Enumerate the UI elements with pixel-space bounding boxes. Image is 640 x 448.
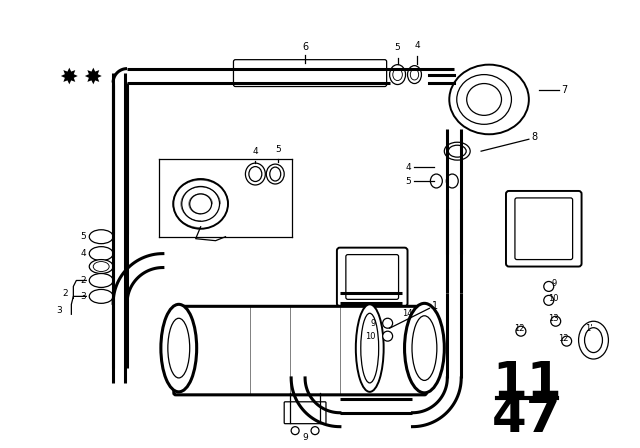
Circle shape xyxy=(544,281,554,291)
Ellipse shape xyxy=(412,316,437,380)
Ellipse shape xyxy=(584,327,602,353)
Text: 8: 8 xyxy=(532,132,538,142)
Ellipse shape xyxy=(89,247,113,261)
Circle shape xyxy=(516,326,526,336)
FancyBboxPatch shape xyxy=(284,402,326,424)
Text: 4: 4 xyxy=(406,163,412,172)
Text: ✸: ✸ xyxy=(83,68,102,87)
Ellipse shape xyxy=(173,179,228,229)
Ellipse shape xyxy=(408,66,422,83)
Text: 4: 4 xyxy=(81,249,86,258)
Circle shape xyxy=(562,336,572,346)
Text: ✸: ✸ xyxy=(59,68,77,87)
Text: 1': 1' xyxy=(585,324,592,333)
Circle shape xyxy=(551,316,561,326)
Circle shape xyxy=(383,318,392,328)
Ellipse shape xyxy=(182,186,220,221)
Text: 2: 2 xyxy=(63,289,68,298)
Circle shape xyxy=(544,295,554,306)
Ellipse shape xyxy=(266,164,284,184)
Ellipse shape xyxy=(189,194,212,214)
Text: 5: 5 xyxy=(406,177,412,185)
Ellipse shape xyxy=(579,321,609,359)
FancyBboxPatch shape xyxy=(174,306,426,395)
Ellipse shape xyxy=(249,167,262,181)
Text: 9: 9 xyxy=(551,279,556,288)
Text: 12: 12 xyxy=(559,334,569,343)
FancyBboxPatch shape xyxy=(234,60,387,86)
Ellipse shape xyxy=(89,273,113,288)
Text: 9: 9 xyxy=(302,433,308,442)
Ellipse shape xyxy=(449,65,529,134)
Text: 12: 12 xyxy=(514,324,524,333)
Text: 5: 5 xyxy=(395,43,401,52)
Ellipse shape xyxy=(89,259,113,273)
Ellipse shape xyxy=(444,142,470,160)
Ellipse shape xyxy=(89,230,113,244)
Text: 1: 1 xyxy=(433,302,438,311)
Text: 7: 7 xyxy=(562,85,568,95)
Ellipse shape xyxy=(168,318,189,378)
Text: 9: 9 xyxy=(371,319,376,328)
Ellipse shape xyxy=(457,74,511,124)
Text: 2: 2 xyxy=(81,276,86,285)
Ellipse shape xyxy=(245,163,266,185)
Circle shape xyxy=(383,331,392,341)
Text: 11: 11 xyxy=(492,359,562,407)
Ellipse shape xyxy=(467,83,502,116)
Text: 47: 47 xyxy=(492,394,562,442)
Ellipse shape xyxy=(430,174,442,188)
Circle shape xyxy=(311,426,319,435)
Ellipse shape xyxy=(270,167,281,181)
Ellipse shape xyxy=(161,304,196,392)
Text: 4: 4 xyxy=(253,147,258,156)
Text: 6: 6 xyxy=(302,42,308,52)
Ellipse shape xyxy=(93,262,109,271)
FancyBboxPatch shape xyxy=(346,254,399,299)
Ellipse shape xyxy=(404,303,444,393)
FancyBboxPatch shape xyxy=(515,198,573,259)
Text: 5: 5 xyxy=(275,145,281,154)
Ellipse shape xyxy=(393,69,403,81)
Text: 4: 4 xyxy=(415,41,420,50)
Ellipse shape xyxy=(410,69,419,80)
Text: 10: 10 xyxy=(548,294,559,303)
Ellipse shape xyxy=(448,145,466,157)
Ellipse shape xyxy=(356,304,383,392)
Ellipse shape xyxy=(446,174,458,188)
Text: 14: 14 xyxy=(403,309,413,318)
FancyBboxPatch shape xyxy=(337,248,408,306)
FancyBboxPatch shape xyxy=(506,191,582,267)
Text: 10: 10 xyxy=(365,332,376,340)
Text: 3: 3 xyxy=(56,306,62,315)
Text: 13: 13 xyxy=(548,314,559,323)
Ellipse shape xyxy=(89,289,113,303)
Ellipse shape xyxy=(361,313,379,383)
Circle shape xyxy=(291,426,299,435)
Text: 3: 3 xyxy=(81,292,86,301)
Ellipse shape xyxy=(390,65,406,85)
Text: 5: 5 xyxy=(81,232,86,241)
